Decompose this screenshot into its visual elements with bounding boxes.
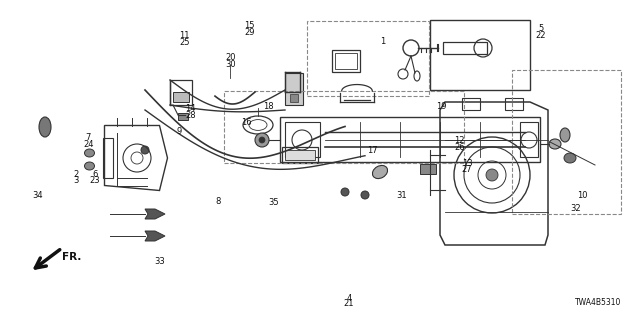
Text: 24: 24 — [83, 140, 93, 148]
Bar — [512, 70, 621, 214]
Bar — [285, 150, 315, 160]
Ellipse shape — [39, 117, 51, 137]
Text: TWA4B5310: TWA4B5310 — [575, 298, 621, 307]
Ellipse shape — [372, 165, 388, 179]
Ellipse shape — [84, 149, 95, 157]
Circle shape — [341, 188, 349, 196]
Circle shape — [141, 146, 149, 154]
Text: 33: 33 — [155, 257, 165, 266]
Text: 25: 25 — [179, 38, 189, 47]
Text: 28: 28 — [186, 111, 196, 120]
Text: 27: 27 — [462, 165, 472, 174]
Bar — [420, 164, 436, 174]
Ellipse shape — [549, 139, 561, 149]
Ellipse shape — [84, 162, 95, 170]
Circle shape — [486, 169, 498, 181]
Text: 11: 11 — [179, 31, 189, 40]
Text: 17: 17 — [367, 146, 378, 155]
Text: 30: 30 — [225, 60, 236, 68]
Circle shape — [361, 191, 369, 199]
Bar — [505, 98, 523, 110]
Text: 10: 10 — [577, 191, 588, 200]
Bar — [224, 91, 464, 163]
Text: 12: 12 — [454, 136, 465, 145]
Bar — [285, 122, 320, 157]
Text: 26: 26 — [454, 143, 465, 152]
Text: 13: 13 — [462, 159, 472, 168]
Bar — [290, 94, 298, 102]
Text: 22: 22 — [536, 31, 546, 40]
Bar — [335, 53, 357, 69]
Text: 21: 21 — [344, 300, 354, 308]
Bar — [462, 98, 480, 110]
Text: 6: 6 — [92, 170, 97, 179]
Text: 9: 9 — [177, 127, 182, 136]
Text: 18: 18 — [264, 102, 274, 111]
Text: 34: 34 — [32, 191, 42, 200]
Circle shape — [259, 137, 265, 143]
Bar — [443, 42, 487, 54]
Bar — [307, 21, 429, 96]
Text: FR.: FR. — [62, 252, 81, 262]
Text: 3: 3 — [73, 176, 78, 185]
Ellipse shape — [564, 153, 576, 163]
Bar — [332, 50, 360, 72]
Text: 23: 23 — [90, 176, 100, 185]
Text: 5: 5 — [538, 24, 543, 33]
Text: 35: 35 — [269, 198, 279, 207]
Text: 16: 16 — [241, 118, 252, 127]
Text: 15: 15 — [244, 21, 255, 30]
Polygon shape — [145, 209, 165, 219]
Text: 20: 20 — [225, 53, 236, 62]
Bar — [280, 117, 540, 162]
Text: 14: 14 — [186, 104, 196, 113]
Text: 32: 32 — [571, 204, 581, 213]
Bar — [430, 20, 530, 90]
Bar — [282, 147, 318, 163]
Bar — [178, 113, 188, 120]
Ellipse shape — [560, 128, 570, 142]
Bar — [520, 122, 538, 157]
Text: 19: 19 — [436, 102, 447, 111]
Bar — [285, 73, 303, 105]
Text: 1: 1 — [380, 37, 385, 46]
Circle shape — [255, 133, 269, 147]
Text: 2: 2 — [73, 170, 78, 179]
Polygon shape — [145, 231, 165, 241]
Text: 29: 29 — [244, 28, 255, 36]
Bar — [173, 92, 189, 102]
Bar — [170, 80, 192, 105]
Text: 4: 4 — [346, 294, 351, 303]
Text: 8: 8 — [215, 197, 220, 206]
Text: 31: 31 — [397, 191, 407, 200]
Text: 7: 7 — [86, 133, 91, 142]
Bar — [102, 138, 113, 178]
